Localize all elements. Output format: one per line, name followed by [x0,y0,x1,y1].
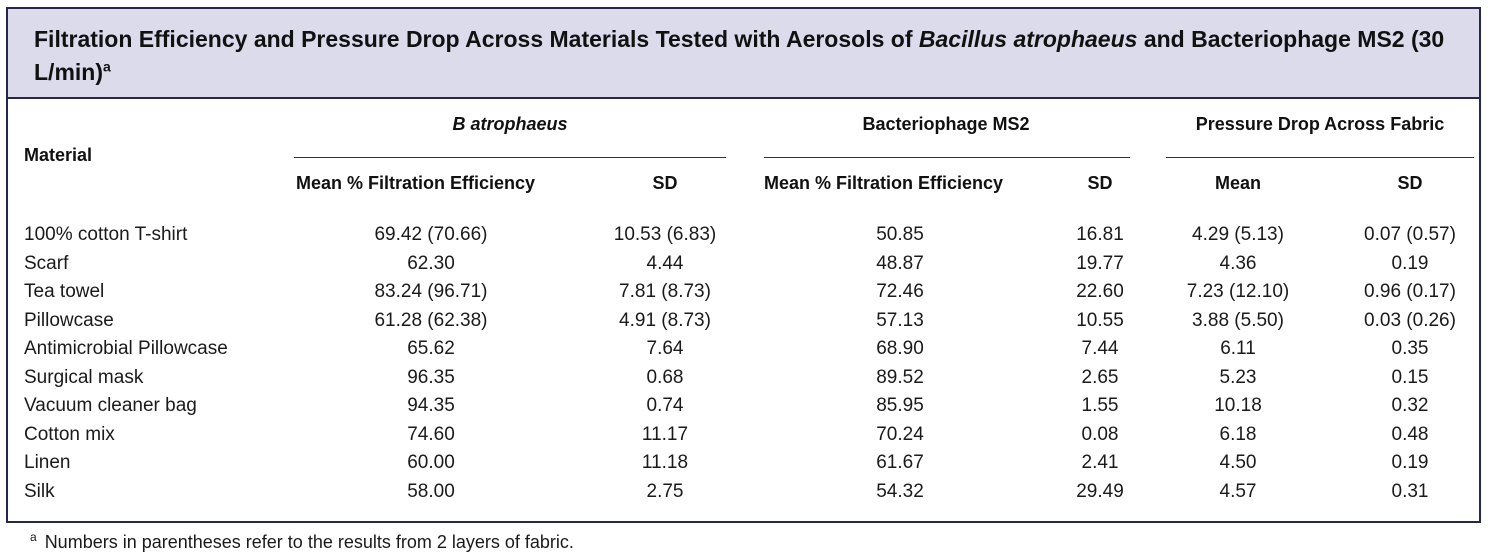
cell-ba-mean: 62.30 [407,253,455,274]
cell-ms2-sd: 0.08 [1081,424,1119,445]
cell-ms2-mean: 68.90 [876,338,924,359]
cell-pd-sd: 0.35 [1391,338,1429,359]
cell-pd-sd: 0.19 [1391,452,1429,473]
cell-material: Silk [24,481,55,502]
header-material: Material [24,145,93,165]
cell-ba-mean: 83.24 (96.71) [374,281,488,302]
cell-pd-sd: 0.15 [1391,367,1429,388]
cell-ms2-mean: 72.46 [876,281,924,302]
header-rule-b-atrophaeus [294,157,726,158]
header-ms2-mean: Mean % Filtration Efficiency [764,173,1004,193]
cell-material: 100% cotton T-shirt [24,224,188,245]
cell-material: Vacuum cleaner bag [24,395,197,416]
header-pd-mean: Mean [1214,173,1262,193]
title-species-italic: Bacillus atrophaeus [918,26,1138,52]
cell-pd-mean: 6.11 [1220,338,1256,359]
cell-ms2-sd: 2.41 [1081,452,1119,473]
cell-ba-mean: 94.35 [407,395,455,416]
header-ba-sd: SD [652,173,678,193]
cell-ba-sd: 4.44 [646,253,684,274]
cell-ms2-sd: 22.60 [1076,281,1124,302]
table-title: Filtration Efficiency and Pressure Drop … [34,23,1464,89]
cell-pd-mean: 10.18 [1214,395,1262,416]
cell-ba-mean: 96.35 [407,367,455,388]
cell-ms2-mean: 57.13 [876,310,924,331]
table-footnote: a Numbers in parentheses refer to the res… [30,530,574,553]
cell-pd-sd: 0.32 [1391,395,1429,416]
cell-ms2-sd: 16.81 [1076,224,1124,245]
table-frame: Filtration Efficiency and Pressure Drop … [6,7,1481,523]
title-band: Filtration Efficiency and Pressure Drop … [8,9,1479,99]
cell-material: Scarf [24,253,69,274]
cell-ba-sd: 7.64 [646,338,684,359]
title-footnote-marker: a [103,58,111,75]
cell-material: Surgical mask [24,367,144,388]
header-group-ms2: Bacteriophage MS2 [862,114,1030,134]
cell-ms2-sd: 29.49 [1076,481,1124,502]
cell-ms2-mean: 54.32 [876,481,924,502]
cell-ba-sd: 11.17 [641,424,689,445]
cell-ba-sd: 7.81 (8.73) [619,281,711,302]
cell-ba-mean: 65.62 [407,338,455,359]
title-text-1: Filtration Efficiency and Pressure Drop … [34,26,919,52]
cell-material: Tea towel [24,281,105,302]
header-rule-pressure-drop [1166,157,1474,158]
cell-pd-mean: 5.23 [1219,367,1257,388]
cell-pd-mean: 4.36 [1219,253,1257,274]
cell-ba-mean: 58.00 [407,481,455,502]
cell-ms2-mean: 70.24 [876,424,924,445]
title-text-2: and Bacteriophage MS2 (30 L/min) [34,26,1449,85]
cell-ms2-sd: 10.55 [1076,310,1124,331]
cell-pd-mean: 4.57 [1219,481,1257,502]
cell-material: Cotton mix [24,424,115,445]
cell-pd-sd: 0.48 [1391,424,1429,445]
cell-material: Linen [24,452,71,473]
cell-ms2-mean: 61.67 [876,452,924,473]
cell-ba-sd: 4.91 (8.73) [619,310,711,331]
header-ba-mean: Mean % Filtration Efficiency [296,173,536,193]
header-ms2-sd: SD [1087,173,1113,193]
cell-ms2-mean: 89.52 [876,367,924,388]
cell-ms2-sd: 2.65 [1081,367,1119,388]
cell-ba-sd: 10.53 (6.83) [613,224,717,245]
cell-pd-mean: 3.88 (5.50) [1192,310,1284,331]
cell-pd-sd: 0.31 [1391,481,1429,502]
cell-pd-mean: 4.50 [1219,452,1257,473]
cell-ba-sd: 11.18 [641,452,689,473]
cell-pd-sd: 0.03 (0.26) [1364,310,1456,331]
cell-ba-sd: 0.68 [646,367,684,388]
cell-material: Pillowcase [24,310,114,331]
cell-ba-mean: 74.60 [407,424,455,445]
cell-ms2-mean: 50.85 [876,224,924,245]
cell-ba-mean: 61.28 (62.38) [374,310,488,331]
cell-ms2-mean: 85.95 [876,395,924,416]
header-group-pressure-drop: Pressure Drop Across Fabric [1195,114,1445,134]
footnote-marker: a [30,530,37,544]
cell-pd-sd: 0.07 (0.57) [1364,224,1456,245]
header-pd-sd: SD [1397,173,1423,193]
cell-ba-mean: 69.42 (70.66) [374,224,488,245]
cell-pd-mean: 4.29 (5.13) [1192,224,1284,245]
cell-pd-mean: 7.23 (12.10) [1186,281,1290,302]
footnote-text: Numbers in parentheses refer to the resu… [44,532,574,552]
cell-ba-sd: 0.74 [646,395,684,416]
cell-material: Antimicrobial Pillowcase [24,338,228,359]
cell-pd-mean: 6.18 [1219,424,1257,445]
cell-ba-sd: 2.75 [646,481,684,502]
cell-ms2-sd: 7.44 [1081,338,1119,359]
header-rule-ms2 [764,157,1130,158]
cell-ms2-mean: 48.87 [876,253,924,274]
cell-pd-sd: 0.96 (0.17) [1364,281,1456,302]
cell-ms2-sd: 19.77 [1076,253,1124,274]
cell-ms2-sd: 1.55 [1081,395,1119,416]
cell-pd-sd: 0.19 [1391,253,1429,274]
cell-ba-mean: 60.00 [407,452,455,473]
header-group-b-atrophaeus: B atrophaeus [452,114,568,134]
